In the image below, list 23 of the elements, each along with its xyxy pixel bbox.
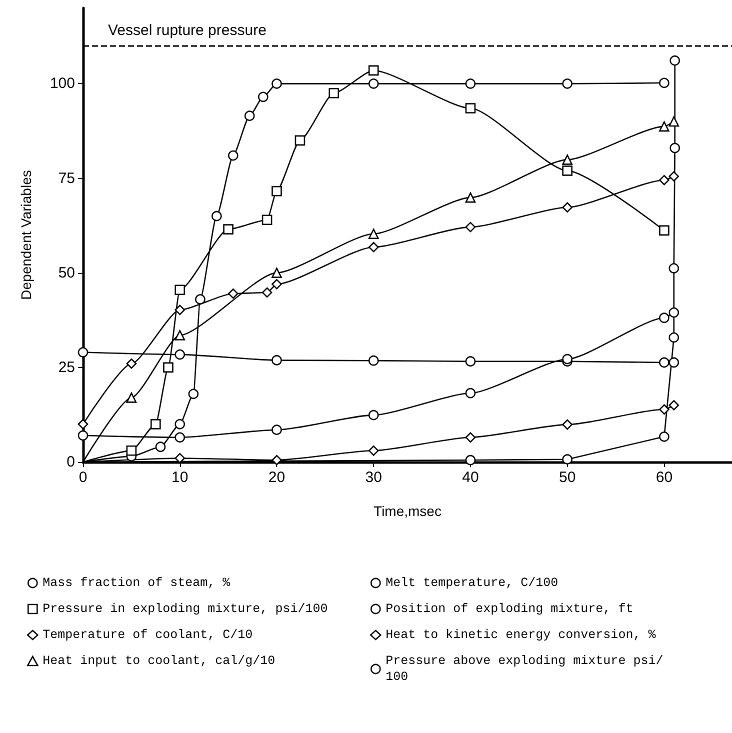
x-tick-label: 60 <box>656 469 673 486</box>
x-tick-label: 20 <box>268 469 286 486</box>
legend-label: Heat to kinetic energy conversion, % <box>386 628 656 642</box>
legend-label: Position of exploding mixture, ft <box>386 602 634 616</box>
x-tick-label: 50 <box>558 469 576 486</box>
legend-label: Temperature of coolant, C/10 <box>42 628 253 642</box>
legend-label: Heat input to coolant, cal/g/10 <box>42 654 276 668</box>
legend-label: Mass fraction of steam, % <box>42 576 231 590</box>
y-tick-label: 50 <box>58 264 75 282</box>
ref-line-label: Vessel rupture pressure <box>108 22 266 39</box>
y-tick-label: 100 <box>50 75 75 92</box>
x-tick-label: 0 <box>78 469 88 486</box>
legend-label: Melt temperature, C/100 <box>386 576 558 590</box>
x-tick-label: 40 <box>462 469 479 486</box>
y-axis-title: Dependent Variables <box>18 170 34 300</box>
legend-label: Pressure in exploding mixture, psi/100 <box>42 602 328 616</box>
y-tick-label: 75 <box>58 170 75 187</box>
y-tick-label: 25 <box>58 358 75 376</box>
x-axis-title: Time,msec <box>374 503 442 519</box>
y-tick-label: 0 <box>66 454 75 470</box>
x-tick-label: 30 <box>365 469 382 486</box>
legend-label: Pressure above exploding mixture psi/100 <box>386 654 664 684</box>
x-tick-label: 10 <box>172 469 188 486</box>
